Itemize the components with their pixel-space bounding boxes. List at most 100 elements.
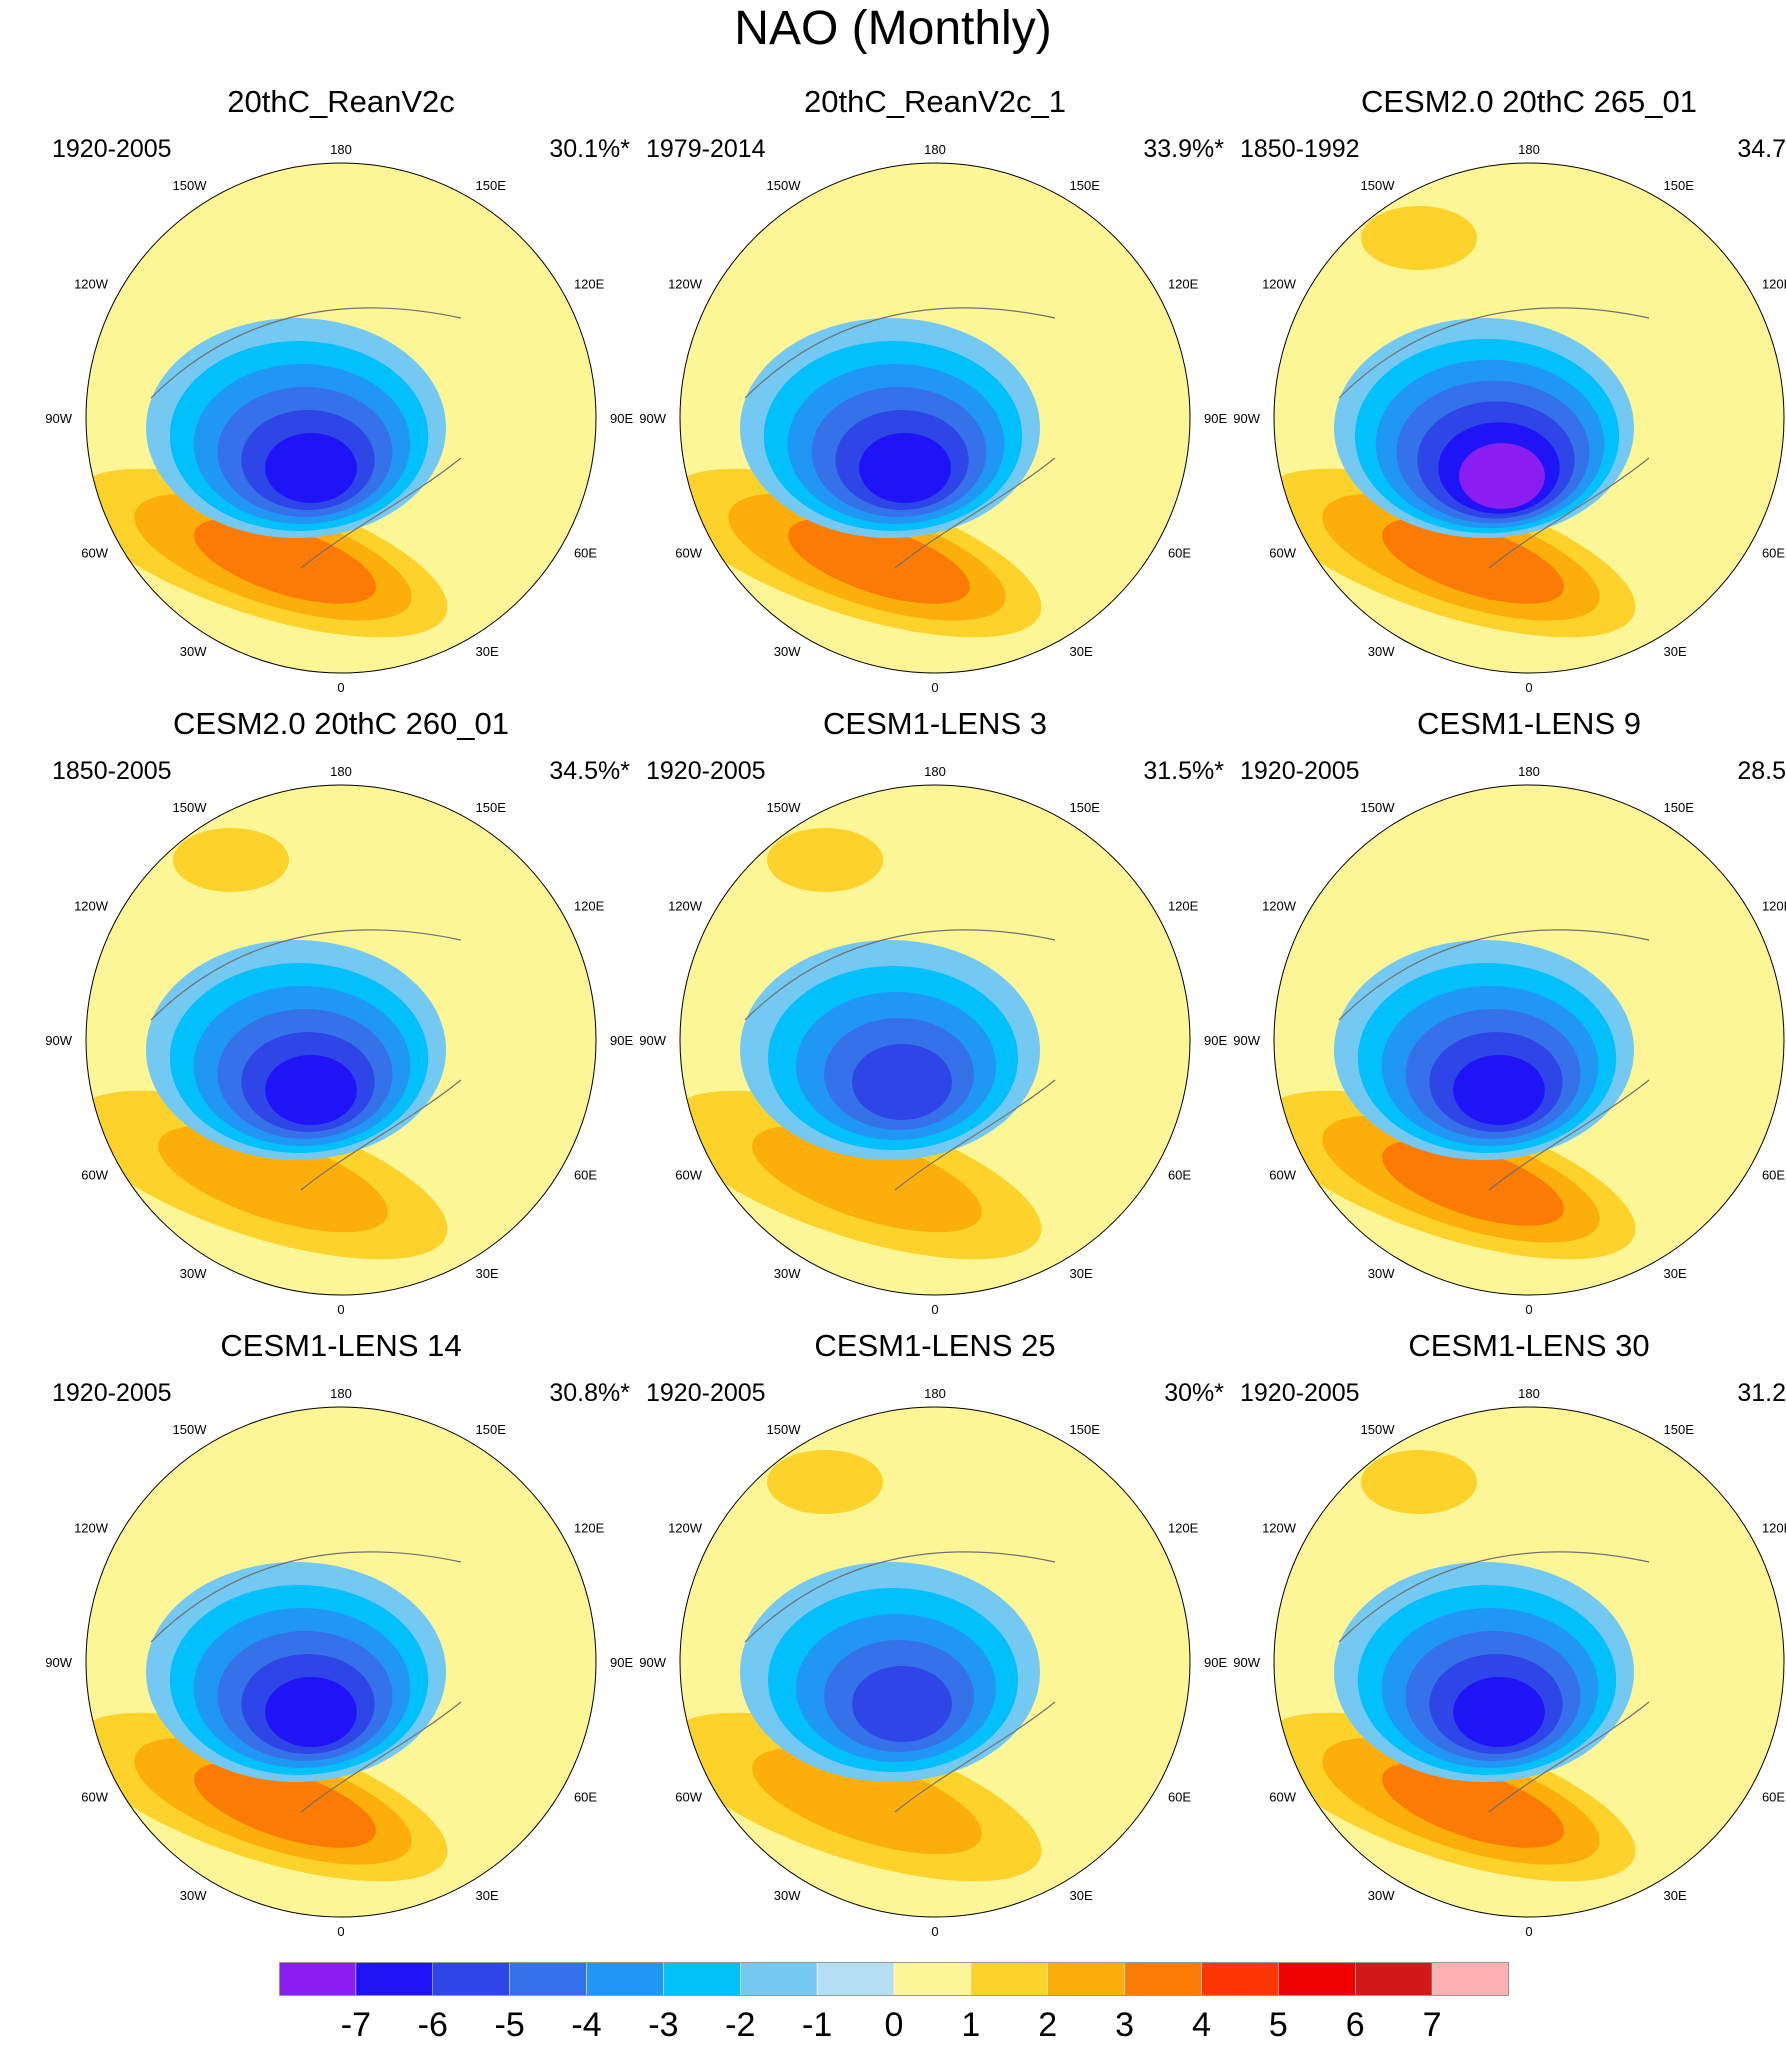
longitude-label: 90E xyxy=(1204,411,1227,426)
longitude-label: 60E xyxy=(1762,1168,1785,1183)
polar-map-svg: 180 150W 120W 90W 60W 30W 0 30E 60E 90E 120E 150E xyxy=(46,142,633,695)
colorbar-box xyxy=(586,1961,664,1997)
coastline xyxy=(744,929,1056,1191)
positive-band-4 xyxy=(788,518,970,604)
coastline xyxy=(1338,929,1650,1191)
colorbar-box xyxy=(663,1961,741,1997)
colorbar-box xyxy=(355,1961,433,1997)
map-border xyxy=(679,162,1191,674)
longitude-label: 30E xyxy=(476,1266,499,1281)
longitude-label: 60W xyxy=(675,546,702,561)
panel-variance: 31.2%* xyxy=(1737,1379,1786,1407)
longitude-label: 90W xyxy=(1234,411,1261,426)
colorbar-box xyxy=(1355,1961,1433,1997)
colorbar-tick-label: -6 xyxy=(418,2006,448,2042)
negative-band-6 xyxy=(265,1055,357,1125)
panel-title: CESM1-LENS 9 xyxy=(1417,706,1641,741)
longitude-label: 180 xyxy=(1518,142,1540,157)
colorbar-tick-label: 2 xyxy=(1038,2006,1057,2042)
positive-band-3 xyxy=(158,1125,388,1233)
longitude-label: 180 xyxy=(330,1386,352,1401)
colorbar-box xyxy=(1047,1961,1125,1997)
longitude-label: 180 xyxy=(330,142,352,157)
negative-band-6 xyxy=(1453,1055,1545,1125)
panel-period: 1920-2005 xyxy=(646,757,766,785)
colorbar-tick-label: -4 xyxy=(571,2006,601,2042)
longitude-label: 120E xyxy=(1168,277,1199,292)
colorbar-tick-label: 5 xyxy=(1269,2006,1288,2042)
longitude-label: 90W xyxy=(1234,1033,1261,1048)
map-border xyxy=(1273,162,1785,674)
longitude-label: 0 xyxy=(1525,680,1532,695)
negative-band-7 xyxy=(1459,443,1545,509)
panel-title: CESM1-LENS 3 xyxy=(823,706,1047,741)
longitude-label: 60W xyxy=(81,546,108,561)
colorbar-tick-label: 7 xyxy=(1423,2006,1442,2042)
longitude-label: 150E xyxy=(476,178,507,193)
longitude-label: 60W xyxy=(1269,546,1296,561)
coastline xyxy=(150,307,462,569)
longitude-label: 30W xyxy=(774,1888,801,1903)
colorbar-tick-label: 1 xyxy=(961,2006,980,2042)
longitude-label: 90W xyxy=(640,411,667,426)
longitude-label: 30W xyxy=(180,644,207,659)
negative-band-6 xyxy=(265,433,357,503)
colorbar-box xyxy=(970,1961,1048,1997)
longitude-label: 150E xyxy=(1070,178,1101,193)
longitude-label: 60W xyxy=(81,1168,108,1183)
panel-period: 1850-1992 xyxy=(1240,135,1360,163)
longitude-label: 120W xyxy=(74,277,109,292)
longitude-label: 120W xyxy=(1262,277,1297,292)
panel-variance: 34.5%* xyxy=(549,757,630,785)
longitude-label: 30E xyxy=(1664,1266,1687,1281)
longitude-label: 150W xyxy=(173,178,208,193)
colorbar-tick-label: -7 xyxy=(341,2006,371,2042)
panel-period: 1979-2014 xyxy=(646,135,766,163)
panel-1: 20thC_ReanV2c 1920-2005 30.1%* 180 150W 120W 9… xyxy=(46,84,636,704)
negative-band-6 xyxy=(265,1677,357,1747)
longitude-label: 150W xyxy=(1361,178,1396,193)
longitude-label: 30W xyxy=(180,1888,207,1903)
colorbar-tick-label: 4 xyxy=(1192,2006,1211,2042)
longitude-label: 150W xyxy=(767,800,802,815)
longitude-label: 60E xyxy=(574,546,597,561)
negative-band-5 xyxy=(852,1666,952,1742)
longitude-label: 120E xyxy=(1168,899,1199,914)
longitude-label: 0 xyxy=(337,680,344,695)
panel-title: CESM2.0 20thC 265_01 xyxy=(1360,84,1698,119)
colorbar-box xyxy=(1431,1961,1510,1997)
panel-period: 1920-2005 xyxy=(52,1379,172,1407)
panel-variance: 28.5%* xyxy=(1737,757,1786,785)
longitude-label: 0 xyxy=(1525,1302,1532,1317)
longitude-label: 60W xyxy=(1269,1790,1296,1805)
panel-title: CESM2.0 20thC 260_01 xyxy=(172,706,510,741)
colorbar-tick-label: 0 xyxy=(885,2006,904,2042)
longitude-label: 0 xyxy=(337,1302,344,1317)
longitude-label: 150E xyxy=(1664,1422,1695,1437)
panel-5: CESM1-LENS 3 1920-2005 31.5%* 180 150W 120W 90… xyxy=(640,706,1230,1326)
coastline xyxy=(1338,307,1650,569)
panel-period: 1920-2005 xyxy=(1240,757,1360,785)
longitude-label: 30E xyxy=(476,1888,499,1903)
colorbar-tick-label: 6 xyxy=(1346,2006,1365,2042)
panel-variance: 31.5%* xyxy=(1143,757,1224,785)
longitude-label: 60W xyxy=(675,1168,702,1183)
positive-band-pacific xyxy=(1361,1450,1477,1514)
longitude-label: 120W xyxy=(74,1521,109,1536)
longitude-label: 90W xyxy=(640,1655,667,1670)
coastline xyxy=(150,1551,462,1813)
longitude-label: 30E xyxy=(1664,644,1687,659)
positive-band-4 xyxy=(1382,1140,1564,1226)
longitude-label: 0 xyxy=(1525,1924,1532,1939)
longitude-label: 120E xyxy=(1168,1521,1199,1536)
longitude-label: 120W xyxy=(1262,899,1297,914)
longitude-label: 0 xyxy=(931,1924,938,1939)
coastline xyxy=(744,1551,1056,1813)
longitude-label: 90E xyxy=(610,1655,633,1670)
polar-map-svg: 180 150W 120W 90W 60W 30W 0 30E 60E 90E 120E 150E xyxy=(640,142,1227,695)
positive-band-4 xyxy=(1382,1762,1564,1848)
longitude-label: 120E xyxy=(1762,899,1786,914)
longitude-label: 30E xyxy=(1664,1888,1687,1903)
positive-band-4 xyxy=(194,1762,376,1848)
